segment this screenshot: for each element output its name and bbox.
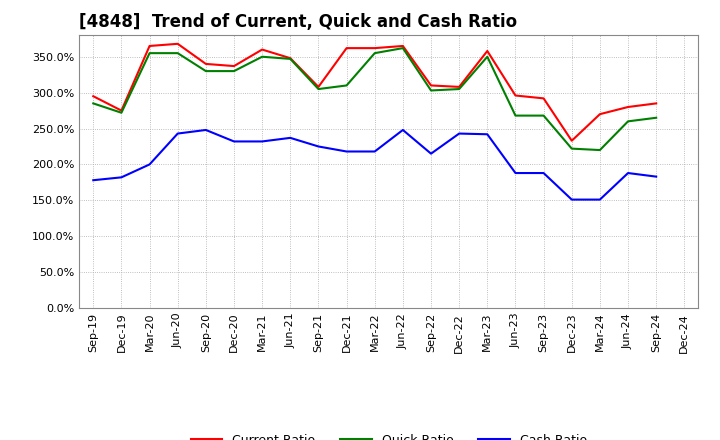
Cash Ratio (455, 131, 464, 136)
Current Ratio (595, 111, 604, 117)
Text: [4848]  Trend of Current, Quick and Cash Ratio: [4848] Trend of Current, Quick and Cash … (79, 13, 518, 31)
Cash Ratio (145, 162, 154, 167)
Line: Current Ratio: Current Ratio (94, 44, 656, 141)
Cash Ratio (202, 127, 210, 132)
Cash Ratio (539, 170, 548, 176)
Quick Ratio (399, 45, 408, 51)
Current Ratio (145, 43, 154, 48)
Current Ratio (286, 55, 294, 61)
Cash Ratio (370, 149, 379, 154)
Current Ratio (202, 61, 210, 66)
Quick Ratio (314, 86, 323, 92)
Quick Ratio (455, 86, 464, 92)
Current Ratio (511, 93, 520, 98)
Quick Ratio (230, 69, 238, 74)
Quick Ratio (286, 56, 294, 62)
Quick Ratio (258, 54, 266, 59)
Current Ratio (230, 63, 238, 69)
Cash Ratio (624, 170, 632, 176)
Current Ratio (624, 104, 632, 110)
Cash Ratio (230, 139, 238, 144)
Current Ratio (539, 96, 548, 101)
Quick Ratio (202, 69, 210, 74)
Quick Ratio (370, 51, 379, 56)
Current Ratio (455, 84, 464, 89)
Cash Ratio (314, 144, 323, 149)
Quick Ratio (539, 113, 548, 118)
Cash Ratio (342, 149, 351, 154)
Current Ratio (258, 47, 266, 52)
Current Ratio (117, 108, 126, 113)
Cash Ratio (399, 127, 408, 132)
Line: Quick Ratio: Quick Ratio (94, 48, 656, 150)
Quick Ratio (624, 119, 632, 124)
Cash Ratio (258, 139, 266, 144)
Quick Ratio (511, 113, 520, 118)
Cash Ratio (483, 132, 492, 137)
Current Ratio (89, 94, 98, 99)
Current Ratio (567, 138, 576, 143)
Quick Ratio (483, 54, 492, 59)
Cash Ratio (511, 170, 520, 176)
Quick Ratio (117, 110, 126, 115)
Quick Ratio (595, 147, 604, 153)
Quick Ratio (145, 51, 154, 56)
Quick Ratio (342, 83, 351, 88)
Line: Cash Ratio: Cash Ratio (94, 130, 656, 200)
Quick Ratio (89, 101, 98, 106)
Current Ratio (370, 45, 379, 51)
Cash Ratio (286, 135, 294, 140)
Current Ratio (427, 83, 436, 88)
Cash Ratio (652, 174, 660, 179)
Cash Ratio (117, 175, 126, 180)
Cash Ratio (174, 131, 182, 136)
Current Ratio (342, 45, 351, 51)
Current Ratio (483, 48, 492, 54)
Cash Ratio (567, 197, 576, 202)
Current Ratio (399, 43, 408, 48)
Cash Ratio (89, 178, 98, 183)
Legend: Current Ratio, Quick Ratio, Cash Ratio: Current Ratio, Quick Ratio, Cash Ratio (186, 429, 592, 440)
Current Ratio (174, 41, 182, 47)
Cash Ratio (595, 197, 604, 202)
Current Ratio (314, 84, 323, 89)
Cash Ratio (427, 151, 436, 156)
Quick Ratio (427, 88, 436, 93)
Current Ratio (652, 101, 660, 106)
Quick Ratio (567, 146, 576, 151)
Quick Ratio (174, 51, 182, 56)
Quick Ratio (652, 115, 660, 121)
